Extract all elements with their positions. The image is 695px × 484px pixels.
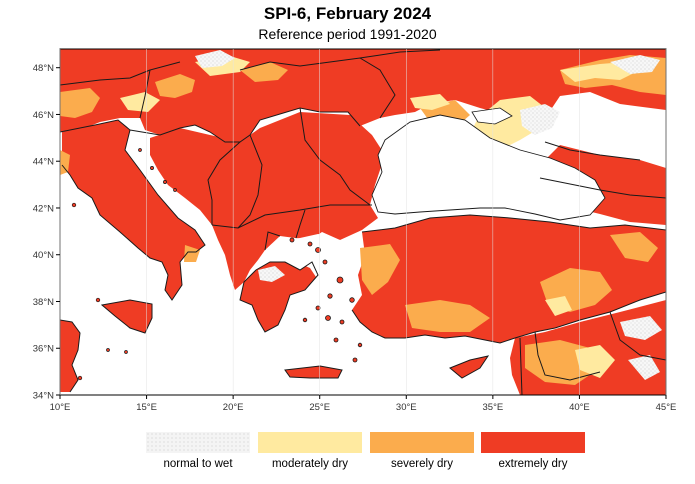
country-borders	[60, 49, 666, 395]
x-tick-label: 15°E	[136, 402, 157, 413]
legend-label-severely-dry: severely dry	[391, 458, 453, 470]
y-tick-label: 34°N	[33, 391, 54, 402]
x-tick-label: 20°E	[223, 402, 244, 413]
legend-label-extremely-dry: extremely dry	[498, 458, 568, 470]
aegean-islands	[289, 237, 363, 363]
map-subtitle: Reference period 1991-2020	[258, 26, 437, 42]
x-tick-label: 45°E	[656, 402, 677, 413]
x-tick-label: 35°E	[483, 402, 504, 413]
land-severely-dry	[60, 55, 666, 385]
legend-label-moderately-dry: moderately dry	[271, 458, 349, 470]
y-tick-label: 36°N	[33, 344, 54, 355]
legend-swatch-normal-to-wet	[146, 432, 250, 453]
x-tick-label: 10°E	[50, 402, 71, 413]
legend-swatch-extremely-dry	[481, 432, 585, 453]
y-tick-label: 40°N	[33, 250, 54, 261]
y-tick-label: 42°N	[33, 203, 54, 214]
sea-patches	[282, 107, 606, 345]
map-title: SPI-6, February 2024	[263, 4, 432, 23]
x-tick-label: 30°E	[396, 402, 417, 413]
y-tick-label: 46°N	[33, 110, 54, 121]
y-tick-label: 48°N	[33, 63, 54, 74]
legend-swatch-severely-dry	[370, 432, 474, 453]
y-axis: 34°N 36°N 38°N 40°N 42°N 44°N 46°N 48°N	[33, 63, 60, 402]
legend-swatch-moderately-dry	[258, 432, 362, 453]
y-tick-label: 44°N	[33, 157, 54, 168]
legend-label-normal-to-wet: normal to wet	[163, 458, 233, 470]
land-extremely-dry	[60, 49, 666, 395]
y-tick-label: 38°N	[33, 297, 54, 308]
x-tick-label: 25°E	[309, 402, 330, 413]
land-normal-to-wet	[195, 50, 662, 380]
legend: normal to wet moderately dry severely dr…	[0, 432, 695, 477]
small-islands	[71, 148, 177, 381]
x-axis: 10°E 15°E 20°E 25°E 30°E 35°E 40°E 45°E	[50, 49, 677, 413]
x-tick-label: 40°E	[569, 402, 590, 413]
